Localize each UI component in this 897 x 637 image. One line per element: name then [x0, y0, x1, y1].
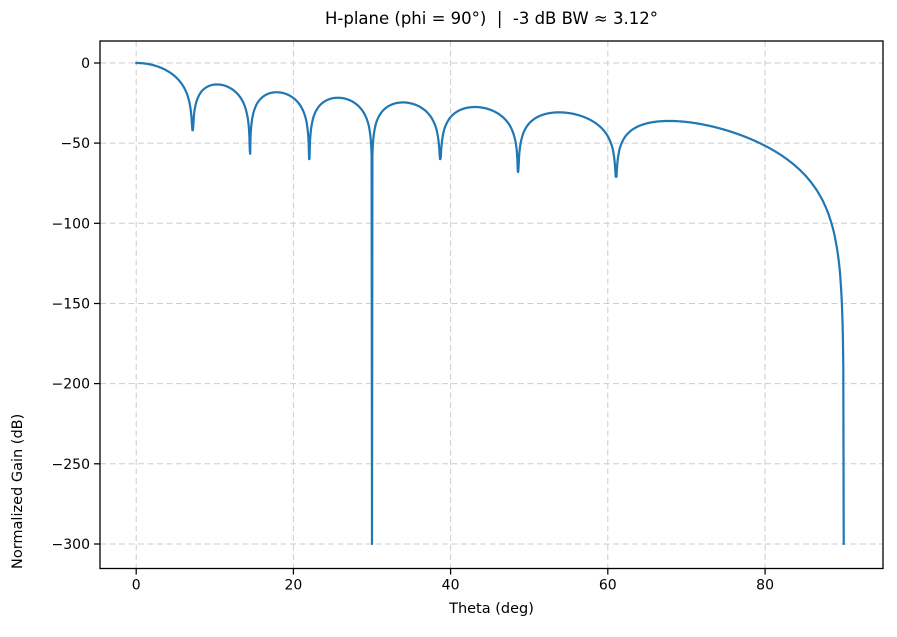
y-tick-label: −300 — [52, 537, 90, 553]
x-tick-label: 20 — [284, 578, 302, 594]
gain-curve — [135, 61, 845, 546]
x-axis-label: Theta (deg) — [449, 601, 534, 617]
y-tick-label: −250 — [52, 457, 90, 473]
y-tick-label: −200 — [52, 377, 90, 393]
chart-title: H-plane (phi = 90°) | -3 dB BW ≈ 3.12° — [325, 9, 658, 28]
y-tick-label: 0 — [81, 56, 90, 72]
y-tick-label: −150 — [52, 297, 90, 313]
x-tick-label: 80 — [756, 578, 774, 594]
plot-border — [99, 40, 884, 570]
x-tick-label: 60 — [599, 578, 617, 594]
x-tick-label: 0 — [132, 578, 141, 594]
y-tick-label: −100 — [52, 216, 90, 232]
x-tick-label: 40 — [442, 578, 460, 594]
y-tick-label: −50 — [60, 136, 90, 152]
